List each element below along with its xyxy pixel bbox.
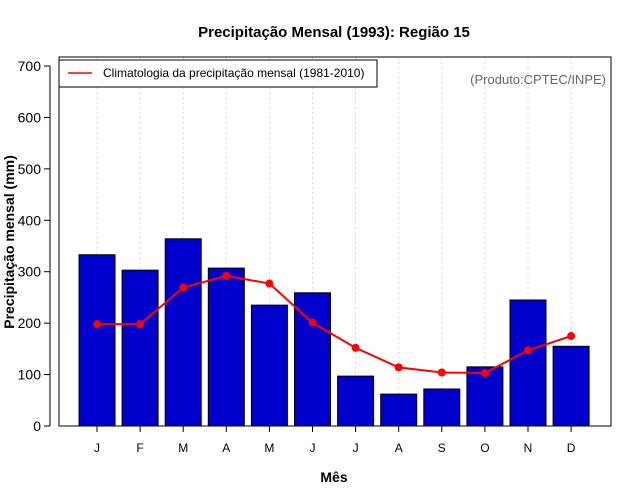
legend: Climatologia da precipitação mensal (198… (58, 59, 378, 88)
climatology-point (222, 271, 231, 280)
climatology-point (136, 320, 145, 329)
y-tick-label: 0 (33, 418, 41, 434)
legend-entry-climatology: Climatologia da precipitação mensal (198… (103, 66, 364, 80)
x-tick-label: O (480, 441, 489, 455)
x-tick-label: J (310, 441, 316, 455)
y-tick-label: 400 (18, 212, 42, 228)
x-tick-label: M (264, 441, 274, 455)
x-tick-label: S (438, 441, 446, 455)
x-axis-label: Mês (320, 469, 347, 485)
bar (207, 267, 245, 427)
bar (337, 375, 375, 427)
x-tick-label: J (94, 441, 100, 455)
climatology-point (394, 363, 403, 372)
bar (250, 304, 288, 427)
climatology-point (265, 279, 274, 288)
bar (294, 292, 331, 427)
climatology-point (437, 368, 446, 377)
legend-box (58, 59, 378, 88)
climatology-point (351, 343, 360, 352)
climatology-point (179, 283, 188, 292)
y-tick-label: 600 (18, 109, 42, 125)
bar (423, 388, 461, 427)
bar-series (78, 238, 590, 427)
bar (509, 299, 547, 427)
y-tick-label: 200 (18, 315, 42, 331)
climatology-series (93, 271, 576, 378)
plot-frame (58, 56, 612, 427)
x-tick-label: D (567, 441, 576, 455)
y-axis-label: Precipitação mensal (mm) (1, 155, 17, 329)
x-tick-label: A (395, 441, 403, 455)
bar (552, 345, 590, 427)
climatology-point (567, 332, 576, 340)
x-tick-label: N (524, 441, 533, 455)
credit-annotation: (Produto:CPTEC/INPE) (470, 72, 606, 87)
y-axis: 0 100 200 300 400 500 600 700 (18, 58, 51, 434)
climatology-point (524, 346, 532, 355)
bar (380, 393, 418, 427)
y-tick-label: 700 (18, 58, 42, 74)
climatology-line (97, 274, 572, 375)
bar (164, 238, 202, 427)
x-tick-label: A (222, 441, 230, 455)
climatology-point (480, 369, 489, 378)
x-tick-label: M (178, 441, 188, 455)
x-tick-label: F (136, 441, 143, 455)
climatology-point (93, 320, 101, 329)
y-tick-label: 300 (18, 264, 42, 280)
grid-lines (96, 57, 572, 426)
bar (78, 254, 116, 427)
chart-title: Precipitação Mensal (1993): Região 15 (198, 24, 470, 41)
y-tick-label: 500 (18, 161, 42, 177)
y-tick-label: 100 (18, 367, 42, 383)
climatology-point (308, 318, 317, 327)
bar (121, 269, 159, 427)
x-tick-label: J (353, 441, 359, 455)
